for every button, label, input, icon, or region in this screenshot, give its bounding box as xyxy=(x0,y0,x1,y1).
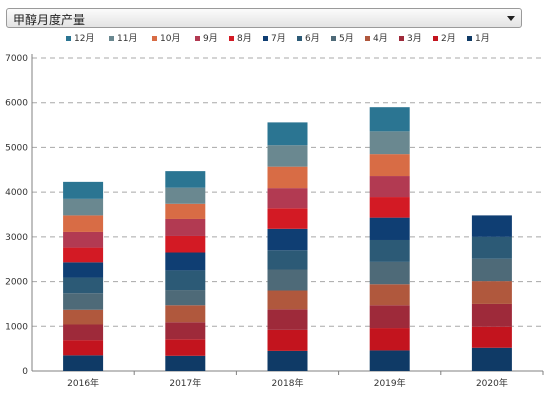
legend-label: 3月 xyxy=(407,33,422,44)
bar-segment xyxy=(63,231,104,248)
bar-segment xyxy=(471,281,512,304)
bar-segment xyxy=(63,277,104,294)
legend-swatch xyxy=(66,36,71,41)
bar-segment xyxy=(471,303,512,327)
bar-segment xyxy=(267,309,308,330)
bar-segment xyxy=(369,239,410,262)
bar-segment xyxy=(165,270,206,291)
y-tick-label: 3000 xyxy=(5,233,28,243)
legend-swatch xyxy=(152,36,157,41)
legend-label: 6月 xyxy=(305,33,320,44)
bar-segment xyxy=(165,203,206,219)
legend-swatch xyxy=(229,36,234,41)
bar-segment xyxy=(63,340,104,356)
bar-segment xyxy=(369,284,410,306)
legend-swatch xyxy=(331,36,336,41)
bar-segment xyxy=(471,326,512,348)
bar-segment xyxy=(165,252,206,271)
x-tick-label: 2017年 xyxy=(169,377,201,389)
bar-segment xyxy=(63,324,104,341)
y-tick-label: 6000 xyxy=(5,99,28,109)
legend-label: 11月 xyxy=(117,33,137,44)
legend-swatch xyxy=(263,36,268,41)
legend-label: 2月 xyxy=(441,33,456,44)
bar-segment xyxy=(369,107,410,132)
bar-segment xyxy=(369,131,410,155)
bar-segment xyxy=(369,328,410,351)
bar-segment xyxy=(267,208,308,229)
bar-segment xyxy=(63,293,104,310)
bar-segment xyxy=(165,290,206,306)
y-tick-label: 7000 xyxy=(5,54,28,64)
legend-swatch xyxy=(297,36,302,41)
bar-segment xyxy=(267,188,308,209)
bar-segment xyxy=(63,215,104,232)
y-tick-label: 2000 xyxy=(5,278,28,288)
legend-label: 1月 xyxy=(475,33,490,44)
bar-segment xyxy=(369,305,410,329)
y-tick-label: 0 xyxy=(22,367,28,377)
bar-segment xyxy=(165,218,206,236)
bar-segment xyxy=(267,329,308,351)
bar-segment xyxy=(369,197,410,218)
legend-label: 8月 xyxy=(237,33,252,44)
y-tick-label: 1000 xyxy=(5,322,28,332)
bar-segment xyxy=(267,290,308,310)
bar-segment xyxy=(471,258,512,282)
bar-segment xyxy=(267,350,308,371)
bar-segment xyxy=(63,247,104,263)
bar-segment xyxy=(63,198,104,216)
bar-segment xyxy=(471,215,512,237)
bar-segment xyxy=(165,235,206,253)
legend-label: 4月 xyxy=(373,33,388,44)
bar-segment xyxy=(165,171,206,188)
bar-segment xyxy=(267,269,308,291)
legend-swatch xyxy=(399,36,404,41)
bar-segment xyxy=(369,350,410,371)
x-tick-label: 2019年 xyxy=(374,377,406,389)
bar-segment xyxy=(63,262,104,278)
legend-swatch xyxy=(467,36,472,41)
x-tick-label: 2016年 xyxy=(67,377,99,389)
bar-segment xyxy=(165,322,206,340)
bar-segment xyxy=(267,228,308,251)
bar-segment xyxy=(165,355,206,371)
bar-segment xyxy=(165,187,206,204)
y-tick-label: 4000 xyxy=(5,188,28,198)
chart-selector-dropdown[interactable]: 甲醇月度产量 xyxy=(6,8,522,28)
x-tick-label: 2020年 xyxy=(476,377,508,389)
chevron-down-icon[interactable] xyxy=(505,12,517,24)
bar-segment xyxy=(63,181,104,199)
x-tick-label: 2018年 xyxy=(272,377,304,389)
bar-segment xyxy=(267,145,308,167)
bar-segment xyxy=(471,347,512,371)
bar-segment xyxy=(63,309,104,325)
legend-label: 7月 xyxy=(271,33,286,44)
chart-selector-label: 甲醇月度产量 xyxy=(13,13,86,27)
bar-segment xyxy=(471,236,512,259)
bar-segment xyxy=(267,250,308,270)
bar-segment xyxy=(369,261,410,285)
legend-label: 5月 xyxy=(339,33,354,44)
legend-swatch xyxy=(195,36,200,41)
bar-segment xyxy=(369,176,410,198)
legend-swatch xyxy=(109,36,114,41)
bar-segment xyxy=(63,355,104,371)
bar-segment xyxy=(369,217,410,240)
legend-label: 9月 xyxy=(203,33,218,44)
bar-segment xyxy=(369,154,410,177)
legend-label: 10月 xyxy=(160,33,180,44)
y-tick-label: 5000 xyxy=(5,143,28,153)
bar-segment xyxy=(267,122,308,146)
bar-segment xyxy=(267,166,308,189)
legend-label: 12月 xyxy=(74,33,94,44)
bar-segment xyxy=(165,339,206,356)
legend-swatch xyxy=(365,36,370,41)
bar-segment xyxy=(165,305,206,323)
legend-swatch xyxy=(433,36,438,41)
